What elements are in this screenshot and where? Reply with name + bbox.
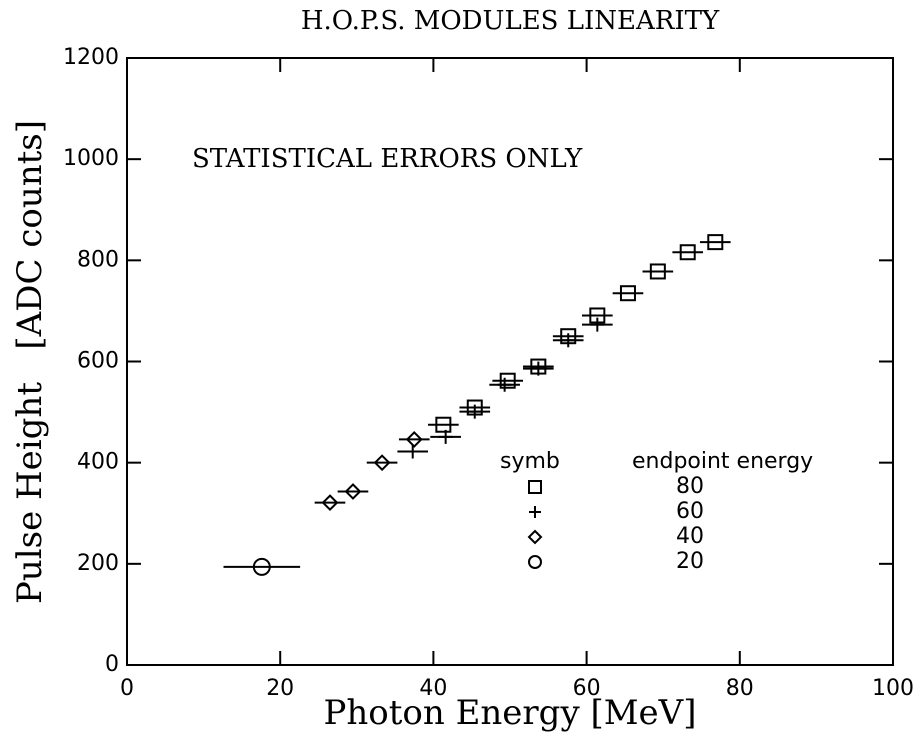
- y-axis-label: Pulse Height [ADC counts]: [10, 120, 50, 604]
- marker-square: [649, 263, 666, 280]
- marker-square: [528, 480, 542, 494]
- x-tick-label: 40: [419, 676, 447, 701]
- legend-label: 20: [676, 549, 704, 574]
- marker-plus: [590, 317, 605, 332]
- x-tick-label: 80: [726, 676, 754, 701]
- marker-square: [435, 416, 452, 433]
- y-tick-label: 800: [77, 247, 119, 272]
- x-tick-label: 100: [872, 676, 914, 701]
- y-tick-label: 1200: [63, 45, 119, 70]
- chart-title: H.O.P.S. MODULES LINEARITY: [301, 6, 720, 36]
- marker-plus: [531, 361, 546, 376]
- marker-circle: [252, 557, 271, 576]
- marker-plus: [438, 429, 453, 444]
- marker-square: [619, 285, 636, 302]
- legend-label: 40: [676, 524, 704, 549]
- marker-diamond: [344, 483, 362, 500]
- legend-header: symb: [500, 449, 560, 474]
- marker-plus: [467, 404, 482, 419]
- legend-label: 60: [676, 499, 704, 524]
- y-tick-label: 200: [77, 551, 119, 576]
- marker-plus: [529, 506, 541, 518]
- legend-label: 80: [676, 474, 704, 499]
- marker-plus: [405, 444, 420, 459]
- marker-plus: [497, 377, 512, 392]
- y-tick-label: 400: [77, 450, 119, 475]
- x-tick-label: 0: [120, 676, 134, 701]
- marker-diamond: [405, 430, 423, 448]
- legend-header: endpoint energy: [632, 449, 813, 474]
- y-tick-label: 600: [77, 349, 119, 374]
- y-tick-label: 0: [105, 652, 119, 677]
- marker-plus: [561, 333, 576, 348]
- marker-diamond: [373, 454, 391, 472]
- marker-square: [679, 244, 696, 261]
- marker-diamond: [321, 494, 339, 512]
- marker-square: [707, 234, 724, 251]
- x-tick-label: 20: [266, 676, 294, 701]
- y-tick-label: 1000: [63, 146, 119, 171]
- x-axis-label: Photon Energy [MeV]: [324, 693, 697, 733]
- marker-square: [499, 372, 516, 389]
- marker-diamond: [527, 529, 543, 545]
- marker-circle: [528, 555, 542, 569]
- annotation: STATISTICAL ERRORS ONLY: [192, 144, 583, 174]
- x-tick-label: 60: [573, 676, 601, 701]
